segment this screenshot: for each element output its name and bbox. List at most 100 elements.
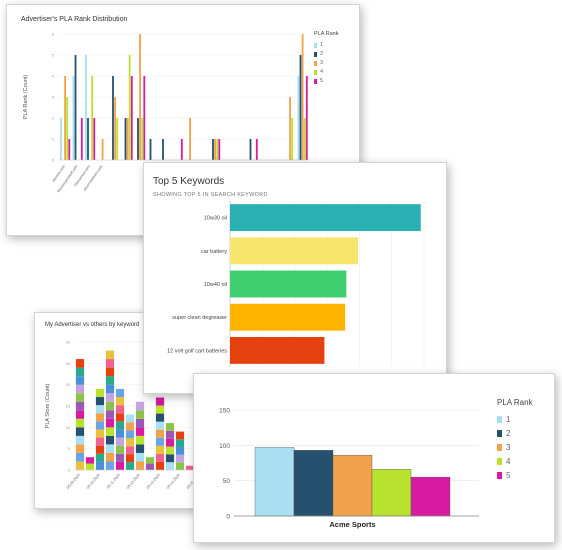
keyword-label: 10w30 oil: [204, 216, 227, 222]
bar-rank-1: [254, 447, 295, 517]
y-tick-label: 2: [52, 116, 55, 121]
stacked-bar-segment: [105, 393, 115, 402]
stacked-bar-segment: [75, 384, 85, 394]
legend-label: 3: [320, 60, 324, 66]
stacked-bar-segment: [155, 397, 165, 406]
legend-label: 4: [506, 457, 511, 466]
bar-rank-3: [101, 139, 104, 160]
legend-item-rank-4: 4: [314, 69, 338, 75]
bar-rank-2: [212, 139, 214, 160]
stacked-bar-segment: [105, 367, 115, 377]
legend-swatch: [497, 472, 502, 479]
legend-swatch: [314, 69, 317, 75]
stacked-bar-segment: [155, 405, 165, 414]
bar-rank-3: [332, 455, 373, 517]
y-tick-label: 150: [219, 408, 230, 415]
stacked-bar-segment: [85, 457, 95, 464]
x-tick-label: 05-13-2020: [146, 473, 161, 490]
bar-rank-2: [162, 139, 164, 160]
x-tick-label: Acme Sports: [329, 520, 375, 529]
stacked-bar-segment: [75, 376, 85, 385]
bar-rank-5: [305, 76, 308, 160]
y-tick-label: 10: [66, 425, 71, 430]
keyword-label: 12 volt golf cart batteries: [167, 348, 227, 354]
stacked-bar-segment: [115, 405, 125, 414]
stacked-bar-segment: [105, 376, 115, 385]
legend-item-rank-1: 1: [497, 415, 533, 424]
legend-label: 2: [320, 51, 324, 57]
bar-rank-4: [66, 97, 69, 160]
bar-rank-5: [130, 76, 133, 160]
bar-rank-3: [114, 97, 116, 160]
pla-rank-distribution-title: Advertiser's PLA Rank Distribution: [21, 16, 128, 23]
bar-rank-1: [297, 76, 300, 160]
stacked-bar-segment: [105, 359, 115, 368]
stacked-bar-segment: [95, 429, 105, 438]
stacked-bar-segment: [155, 413, 165, 422]
bar-rank-5: [93, 118, 96, 160]
y-tick-label: 1: [52, 137, 55, 142]
stacked-bar-segment: [105, 384, 115, 394]
bar-rank-2: [249, 139, 252, 160]
stacked-bar-segment: [105, 350, 115, 360]
y-axis-label: PLA Rank (Count): [23, 75, 29, 119]
y-tick-label: 0: [226, 514, 230, 521]
advertiser-vs-others-title: My Advertiser vs others by keyword: [45, 322, 140, 328]
keyword-bar: [230, 237, 359, 265]
stacked-bar-segment: [75, 393, 85, 402]
stacked-bar-segment: [75, 359, 85, 368]
bar-rank-4: [128, 55, 131, 160]
stacked-bar-segment: [105, 452, 115, 462]
stacked-bar-segment: [135, 444, 145, 453]
bar-rank-3: [289, 97, 291, 160]
bar-rank-5: [255, 139, 258, 160]
stacked-bar-segment: [165, 454, 175, 463]
bar-rank-5: [410, 476, 451, 517]
bar-rank-3: [139, 34, 141, 160]
legend-item-rank-1: 1: [314, 42, 338, 48]
legend-label: 5: [506, 471, 511, 480]
legend-swatch: [314, 42, 317, 48]
stacked-bar-segment: [185, 465, 195, 470]
pla-rank-legend: PLA Rank 1 2 3 4 5: [314, 31, 338, 87]
bar-rank-4: [371, 469, 412, 517]
y-tick-label: 5: [68, 446, 71, 451]
stacked-bar-segment: [95, 445, 105, 454]
stacked-bar-segment: [105, 444, 115, 453]
pla-rank-legend-title: PLA Rank: [314, 31, 339, 37]
legend-item-rank-2: 2: [314, 51, 338, 57]
legend-swatch: [314, 51, 317, 57]
stacked-bar-segment: [155, 421, 165, 430]
legend-label: 5: [320, 78, 324, 84]
keyword-label: super clean degreaser: [172, 315, 227, 321]
stacked-bar-segment: [135, 401, 145, 411]
stacked-bar-segment: [75, 452, 85, 462]
stacked-bar-segment: [115, 445, 125, 454]
stacked-bar-segment: [125, 446, 135, 455]
stacked-bar-segment: [95, 388, 105, 398]
acme-legend-title: PLA Rank: [497, 398, 533, 407]
stacked-bar-segment: [95, 413, 105, 422]
keyword-bar: [230, 336, 325, 364]
chevron-down-icon: ›: [23, 106, 29, 108]
bar-rank-1: [72, 76, 75, 160]
stacked-bar-segment: [105, 418, 115, 428]
stacked-bar-segment: [115, 397, 125, 406]
bar-rank-5: [218, 139, 221, 160]
bar-rank-4: [141, 118, 144, 160]
stacked-bar-segment: [75, 410, 85, 419]
stacked-bar-segment: [175, 462, 185, 470]
y-tick-label: 0: [52, 158, 55, 163]
legend-item-rank-3: 3: [314, 60, 338, 66]
chevron-down-icon: ›: [45, 388, 51, 390]
stacked-bar-segment: [125, 438, 135, 447]
stacked-bar-segment: [95, 453, 105, 462]
stacked-bar-segment: [175, 431, 185, 440]
x-tick-label: 05-14-2020: [166, 473, 181, 490]
advertiser-vs-others-card: 0 5 10 15 20 25 30 PLA Store (Count) › 05-09-2020…: [34, 312, 214, 509]
legend-item-rank-5: 5: [497, 471, 533, 480]
bar-rank-2: [124, 118, 127, 160]
legend-swatch: [314, 78, 317, 84]
bar-rank-3: [214, 139, 216, 160]
